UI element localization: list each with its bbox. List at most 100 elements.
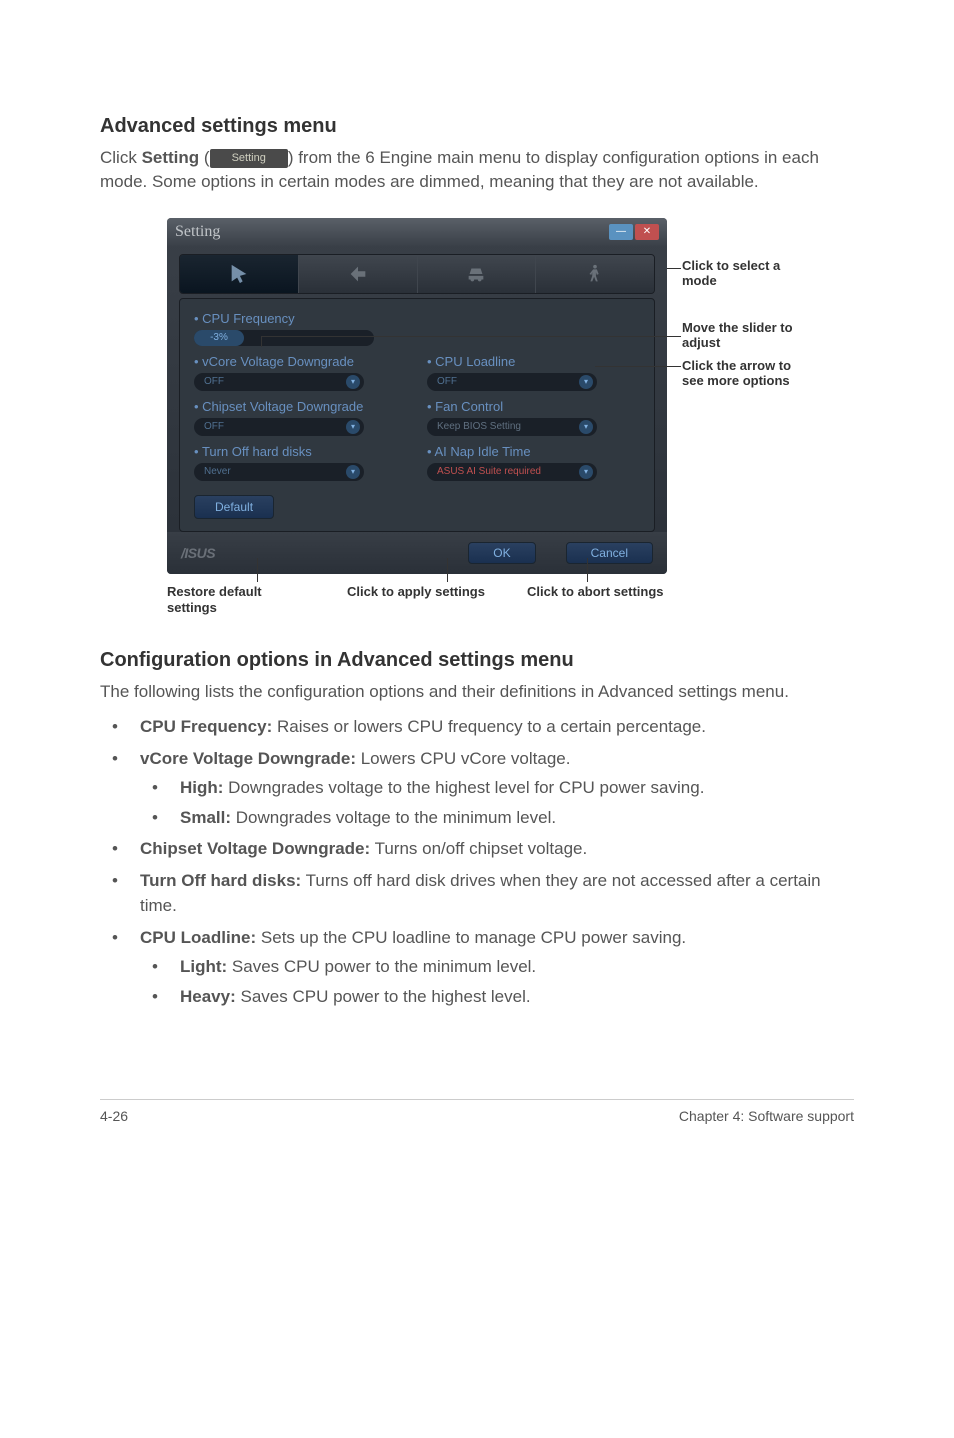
loadline-label: CPU Loadline: [140, 928, 256, 947]
list-item: High: Downgrades voltage to the highest … [140, 775, 854, 801]
cpufreq-label: CPU Frequency: [140, 717, 272, 736]
vcore-sublist: High: Downgrades voltage to the highest … [140, 775, 854, 830]
paren-open: ( [199, 148, 209, 167]
setting-pill-inline: Setting [210, 149, 288, 168]
heading-config-options: Configuration options in Advanced settin… [100, 649, 854, 672]
mode-item-1[interactable] [180, 255, 299, 293]
turnoff-value: Never [204, 466, 231, 477]
setting-modal: Setting — ✕ CPU Frequency -3% [167, 218, 667, 574]
window-controls: — ✕ [609, 224, 659, 240]
asus-logo: /ISUS [181, 545, 215, 561]
cpufreq-desc: Raises or lowers CPU frequency to a cert… [272, 717, 706, 736]
chevron-down-icon[interactable]: ▾ [346, 420, 360, 434]
fan-value: Keep BIOS Setting [437, 421, 521, 432]
loadline-value: OFF [437, 376, 457, 387]
chevron-down-icon[interactable]: ▾ [579, 420, 593, 434]
config-options-list: CPU Frequency: Raises or lowers CPU freq… [100, 714, 854, 1009]
vcore-value: OFF [204, 376, 224, 387]
callout-apply-text: Click to apply settings [347, 584, 485, 599]
content-panel: CPU Frequency -3% vCore Voltage Downgrad… [179, 298, 655, 532]
list-item: Chipset Voltage Downgrade: Turns on/off … [100, 836, 854, 862]
footer-buttons: OK Cancel [468, 542, 653, 564]
annotation-line [587, 558, 588, 582]
fan-dropdown[interactable]: Keep BIOS Setting ▾ [427, 418, 597, 436]
loadline-desc: Sets up the CPU loadline to manage CPU p… [256, 928, 686, 947]
screenshot-container: Setting — ✕ CPU Frequency -3% [127, 218, 827, 618]
cpu-freq-label: CPU Frequency [194, 311, 640, 326]
light-label: Light: [180, 957, 227, 976]
nap-label: AI Nap Idle Time [427, 444, 640, 459]
chapter-label: Chapter 4: Software support [679, 1108, 854, 1124]
high-label: High: [180, 778, 223, 797]
list-item: vCore Voltage Downgrade: Lowers CPU vCor… [100, 746, 854, 831]
chipset-value: OFF [204, 421, 224, 432]
chevron-down-icon[interactable]: ▾ [579, 375, 593, 389]
list-item: Light: Saves CPU power to the minimum le… [140, 954, 854, 980]
cpu-freq-slider[interactable]: -3% [194, 330, 374, 346]
chevron-down-icon[interactable]: ▾ [579, 465, 593, 479]
mode-selector [179, 254, 655, 294]
callout-abort-text: Click to abort settings [527, 584, 664, 599]
modal-footer: /ISUS OK Cancel [167, 532, 667, 574]
mode-item-3[interactable] [418, 255, 537, 293]
minimize-button[interactable]: — [609, 224, 633, 240]
annotation-line [667, 268, 681, 269]
turnoff-label: Turn Off hard disks [194, 444, 407, 459]
bottom-callouts: Restore default settings Click to apply … [167, 584, 667, 618]
loadline-sublist: Light: Saves CPU power to the minimum le… [140, 954, 854, 1009]
annotation-line [261, 336, 262, 347]
high-desc: Downgrades voltage to the highest level … [223, 778, 704, 797]
list-item: CPU Frequency: Raises or lowers CPU freq… [100, 714, 854, 740]
default-button[interactable]: Default [194, 495, 274, 519]
annotation-click-arrow: Click the arrow to see more options [682, 358, 812, 389]
light-desc: Saves CPU power to the minimum level. [227, 957, 536, 976]
cancel-button[interactable]: Cancel [566, 542, 653, 564]
cursor-icon [228, 263, 250, 285]
loadline-dropdown[interactable]: OFF ▾ [427, 373, 597, 391]
annotation-line [447, 558, 448, 582]
nap-dropdown[interactable]: ASUS AI Suite required ▾ [427, 463, 597, 481]
small-desc: Downgrades voltage to the minimum level. [231, 808, 556, 827]
close-button[interactable]: ✕ [635, 224, 659, 240]
list-item: Turn Off hard disks: Turns off hard disk… [100, 868, 854, 919]
ok-button[interactable]: OK [468, 542, 535, 564]
heading-advanced-settings: Advanced settings menu [100, 115, 854, 138]
vcore-label: vCore Voltage Downgrade: [140, 749, 356, 768]
callout-restore-text: Restore default settings [167, 584, 262, 616]
list-item: Small: Downgrades voltage to the minimum… [140, 805, 854, 831]
chipset-label: Chipset Voltage Downgrade: [140, 839, 370, 858]
heavy-label: Heavy: [180, 987, 236, 1006]
callout-apply: Click to apply settings [347, 584, 487, 618]
chipset-dropdown[interactable]: OFF ▾ [194, 418, 364, 436]
heavy-desc: Saves CPU power to the highest level. [236, 987, 531, 1006]
page-footer: 4-26 Chapter 4: Software support [100, 1099, 854, 1124]
annotation-move-slider: Move the slider to adjust [682, 320, 812, 351]
annotation-select-mode: Click to select a mode [682, 258, 812, 289]
section2-intro: The following lists the configuration op… [100, 680, 854, 704]
intro-text-1: Click [100, 148, 142, 167]
back-icon [347, 263, 369, 285]
list-item: CPU Loadline: Sets up the CPU loadline t… [100, 925, 854, 1010]
page-number: 4-26 [100, 1108, 128, 1124]
setting-bold: Setting [142, 148, 200, 167]
small-label: Small: [180, 808, 231, 827]
callout-restore: Restore default settings [167, 584, 307, 618]
vcore-dropdown[interactable]: OFF ▾ [194, 373, 364, 391]
chipset-label: Chipset Voltage Downgrade [194, 399, 407, 414]
annotation-line [595, 366, 681, 367]
modal-title: Setting [175, 223, 220, 241]
slider-knob[interactable]: -3% [194, 330, 244, 346]
annotation-line [261, 336, 681, 337]
chipset-desc: Turns on/off chipset voltage. [370, 839, 587, 858]
vcore-label: vCore Voltage Downgrade [194, 354, 407, 369]
mode-item-4[interactable] [536, 255, 654, 293]
walk-icon [584, 263, 606, 285]
chevron-down-icon[interactable]: ▾ [346, 465, 360, 479]
chevron-down-icon[interactable]: ▾ [346, 375, 360, 389]
turnoff-label: Turn Off hard disks: [140, 871, 301, 890]
turnoff-dropdown[interactable]: Never ▾ [194, 463, 364, 481]
car-icon [465, 263, 487, 285]
modal-titlebar: Setting — ✕ [167, 218, 667, 246]
vcore-desc: Lowers CPU vCore voltage. [356, 749, 570, 768]
mode-item-2[interactable] [299, 255, 418, 293]
